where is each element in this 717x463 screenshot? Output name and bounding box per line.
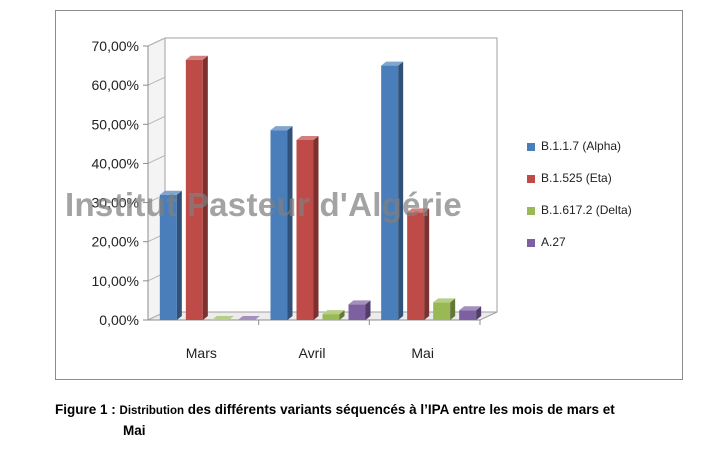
caption-text: des différents variants séquencés à l’IP… [184, 402, 615, 417]
bar-top [407, 208, 430, 213]
bar [459, 310, 477, 320]
y-tick-depth [147, 154, 166, 164]
bar-top [433, 298, 456, 303]
legend-label: A.27 [541, 235, 566, 249]
back-wall [164, 37, 498, 313]
bar [348, 304, 366, 320]
bar-group-mai [381, 61, 482, 320]
y-tick-label: 50,00% [92, 116, 139, 132]
legend-label: B.1.1.7 (Alpha) [541, 139, 622, 153]
bar-top [459, 306, 482, 311]
bar-top [322, 310, 345, 315]
bar-top [348, 300, 371, 305]
legend-swatch [527, 239, 535, 247]
x-tick-label: Mars [186, 345, 217, 361]
bar-side [202, 55, 208, 320]
chart-legend: B.1.1.7 (Alpha) B.1.525 (Eta) B.1.617.2 (D… [527, 139, 632, 267]
bar-top [296, 135, 319, 140]
bar [296, 139, 314, 320]
legend-swatch [527, 175, 535, 183]
bar-side [176, 190, 182, 320]
y-tick-label: 10,00% [92, 273, 139, 289]
bar [433, 302, 451, 320]
bar [159, 194, 177, 320]
bar-top [381, 61, 404, 66]
bar-top [270, 126, 293, 131]
bar-top [237, 316, 260, 320]
bar-side [450, 298, 456, 320]
x-tick-label: Mai [411, 345, 434, 361]
legend-item: B.1.525 (Eta) [527, 171, 632, 203]
y-tick-depth [147, 76, 166, 86]
bar [185, 59, 203, 320]
y-tick-label: 20,00% [92, 234, 139, 250]
bar [270, 130, 288, 320]
bar-side [313, 135, 319, 320]
y-tick-depth [147, 115, 166, 125]
caption-distribution: Distribution [119, 405, 185, 417]
caption-line2: Mai [123, 423, 146, 438]
legend-swatch [527, 143, 535, 151]
bar-top [211, 316, 234, 320]
figure-caption: Figure 1 : Distribution des différents v… [55, 400, 695, 441]
y-tick-label: 30,00% [92, 195, 139, 211]
bar [322, 314, 340, 320]
legend-item: A.27 [527, 235, 632, 267]
x-tick-label: Avril [299, 345, 326, 361]
bar-side [476, 306, 482, 320]
caption-prefix: Figure 1 : [55, 402, 120, 417]
bar-side [398, 61, 404, 320]
bar-top [159, 190, 182, 195]
bar [381, 65, 399, 320]
y-tick-depth [147, 37, 166, 47]
bar [407, 212, 425, 320]
y-tick-label: 60,00% [92, 77, 139, 93]
legend-swatch [527, 207, 535, 215]
bar-side [365, 300, 371, 320]
legend-label: B.1.617.2 (Delta) [541, 203, 632, 217]
y-tick-label: 0,00% [99, 312, 139, 328]
bar-group-avril [270, 126, 371, 321]
legend-item: B.1.617.2 (Delta) [527, 203, 632, 235]
bar-top [185, 55, 208, 60]
y-tick-label: 40,00% [92, 155, 139, 171]
bar-side [339, 310, 345, 320]
bar-group-mars [159, 55, 260, 320]
legend-item: B.1.1.7 (Alpha) [527, 139, 632, 171]
bar-side [424, 208, 430, 320]
bar-side [287, 126, 293, 321]
y-tick-label: 70,00% [92, 38, 139, 54]
legend-label: B.1.525 (Eta) [541, 171, 612, 185]
